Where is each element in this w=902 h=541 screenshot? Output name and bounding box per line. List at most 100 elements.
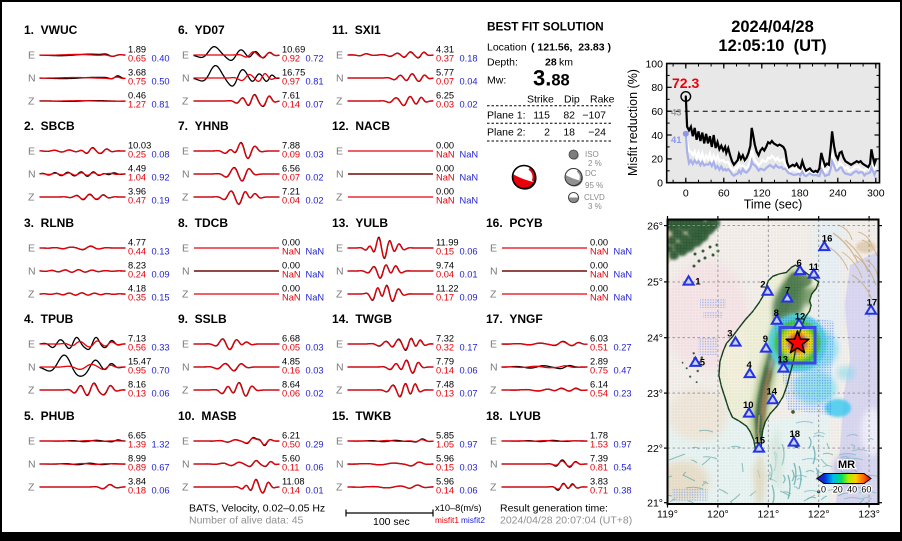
svg-text:300: 300: [867, 188, 885, 200]
svg-text:0.06: 0.06: [282, 388, 300, 398]
svg-text:E: E: [182, 50, 189, 62]
svg-text:0.00: 0.00: [282, 238, 300, 248]
svg-text:13. YULB: 13. YULB: [332, 216, 388, 230]
svg-text:0.03: 0.03: [436, 99, 454, 109]
svg-text:0.15: 0.15: [152, 292, 170, 302]
svg-text:0.08: 0.08: [152, 149, 170, 159]
svg-text:28: 28: [545, 56, 557, 68]
svg-text:NaN: NaN: [436, 195, 455, 205]
svg-text:180: 180: [791, 188, 809, 200]
svg-text:7.13: 7.13: [128, 334, 146, 344]
svg-text:Z: Z: [336, 192, 343, 204]
svg-text:6.21: 6.21: [282, 431, 300, 441]
svg-text:0.06: 0.06: [460, 365, 478, 375]
svg-text:3 %: 3 %: [588, 202, 602, 211]
svg-text:16. PCYB: 16. PCYB: [486, 216, 543, 230]
svg-text:8.16: 8.16: [128, 380, 146, 390]
svg-text:Z: Z: [28, 385, 35, 397]
svg-text:2. SBCB: 2. SBCB: [24, 119, 75, 133]
svg-text:E: E: [28, 243, 35, 255]
svg-text:8.64: 8.64: [282, 380, 300, 390]
svg-text:8: 8: [774, 308, 779, 319]
svg-text:60: 60: [718, 188, 730, 200]
svg-text:0.17: 0.17: [436, 292, 454, 302]
svg-text:0.97: 0.97: [460, 439, 478, 449]
svg-text:0.75: 0.75: [128, 76, 146, 86]
svg-text:0.56: 0.56: [128, 342, 146, 352]
svg-text:0: 0: [821, 485, 826, 495]
svg-text:0.07: 0.07: [436, 76, 454, 86]
svg-text:0.07: 0.07: [460, 388, 478, 398]
svg-text:N: N: [336, 266, 344, 278]
svg-text:5.96: 5.96: [436, 477, 454, 487]
svg-text:Z: Z: [490, 289, 497, 301]
svg-text:0.00: 0.00: [282, 284, 300, 294]
svg-text:Z: Z: [28, 192, 35, 204]
svg-text:E: E: [336, 339, 343, 351]
svg-text:Strike: Strike: [527, 94, 554, 106]
svg-text:ISO: ISO: [585, 150, 599, 159]
svg-text:0.00: 0.00: [590, 238, 608, 248]
svg-text:3.83: 3.83: [590, 477, 608, 487]
svg-text:Rake: Rake: [590, 94, 615, 106]
svg-text:1.27: 1.27: [128, 99, 146, 109]
svg-text:Number of alive data: 45: Number of alive data: 45: [189, 515, 304, 527]
svg-text:2 %: 2 %: [588, 159, 602, 168]
svg-text:Z: Z: [336, 385, 343, 397]
svg-text:122°: 122°: [808, 509, 830, 521]
svg-text:3.84: 3.84: [128, 477, 146, 487]
svg-text:0.00: 0.00: [436, 164, 454, 174]
svg-text:0.00: 0.00: [590, 284, 608, 294]
svg-text:0.07: 0.07: [282, 172, 300, 182]
svg-text:0.32: 0.32: [436, 342, 454, 352]
svg-text:Z: Z: [28, 289, 35, 301]
svg-text:6.65: 6.65: [128, 431, 146, 441]
svg-text:2024/04/28 20:07:04 (UT+8): 2024/04/28 20:07:04 (UT+8): [500, 515, 632, 527]
svg-text:N: N: [336, 459, 344, 471]
svg-text:6. YD07: 6. YD07: [178, 23, 225, 37]
svg-text:NaN: NaN: [460, 195, 479, 205]
svg-text:0.25: 0.25: [128, 149, 146, 159]
svg-text:0.09: 0.09: [460, 292, 478, 302]
svg-text:E: E: [28, 339, 35, 351]
svg-text:0.02: 0.02: [306, 172, 324, 182]
svg-text:0.81: 0.81: [306, 76, 324, 86]
svg-text:NaN: NaN: [436, 172, 455, 182]
svg-text:5.60: 5.60: [282, 454, 300, 464]
svg-text:Z: Z: [336, 482, 343, 494]
svg-text:120°: 120°: [707, 509, 729, 521]
svg-text:Z: Z: [28, 482, 35, 494]
svg-text:40: 40: [847, 485, 857, 495]
svg-text:1.39: 1.39: [128, 439, 146, 449]
svg-text:1.05: 1.05: [436, 439, 454, 449]
svg-text:4.77: 4.77: [128, 238, 146, 248]
svg-text:0.03: 0.03: [306, 365, 324, 375]
svg-text:Plane 1:: Plane 1:: [487, 110, 526, 122]
svg-text:Z: Z: [182, 482, 189, 494]
svg-text:0.27: 0.27: [614, 342, 632, 352]
svg-text:Dip: Dip: [564, 94, 580, 106]
svg-text:0.17: 0.17: [460, 342, 478, 352]
svg-text:Z: Z: [182, 385, 189, 397]
svg-text:E: E: [336, 50, 343, 62]
svg-text:E: E: [182, 146, 189, 158]
svg-text:20: 20: [833, 485, 843, 495]
svg-text:20: 20: [651, 154, 663, 166]
svg-text:N: N: [182, 169, 190, 181]
svg-text:Time (sec): Time (sec): [744, 198, 803, 212]
svg-text:8.99: 8.99: [128, 454, 146, 464]
svg-text:18. LYUB: 18. LYUB: [486, 409, 541, 423]
svg-text:95 %: 95 %: [585, 181, 603, 190]
svg-text:NaN: NaN: [460, 172, 479, 182]
svg-text:0.47: 0.47: [128, 195, 146, 205]
svg-text:Location: Location: [487, 42, 527, 54]
svg-text:( 121.56, 23.83 ): ( 121.56, 23.83 ): [531, 42, 611, 54]
svg-text:10.69: 10.69: [282, 45, 305, 55]
svg-text:10.03: 10.03: [128, 141, 151, 151]
svg-text:E: E: [336, 436, 343, 448]
svg-text:0.95: 0.95: [128, 365, 146, 375]
svg-text:7.21: 7.21: [282, 187, 300, 197]
svg-text:Z: Z: [28, 96, 35, 108]
svg-text:123°: 123°: [858, 509, 880, 521]
svg-text:10: 10: [743, 400, 754, 411]
